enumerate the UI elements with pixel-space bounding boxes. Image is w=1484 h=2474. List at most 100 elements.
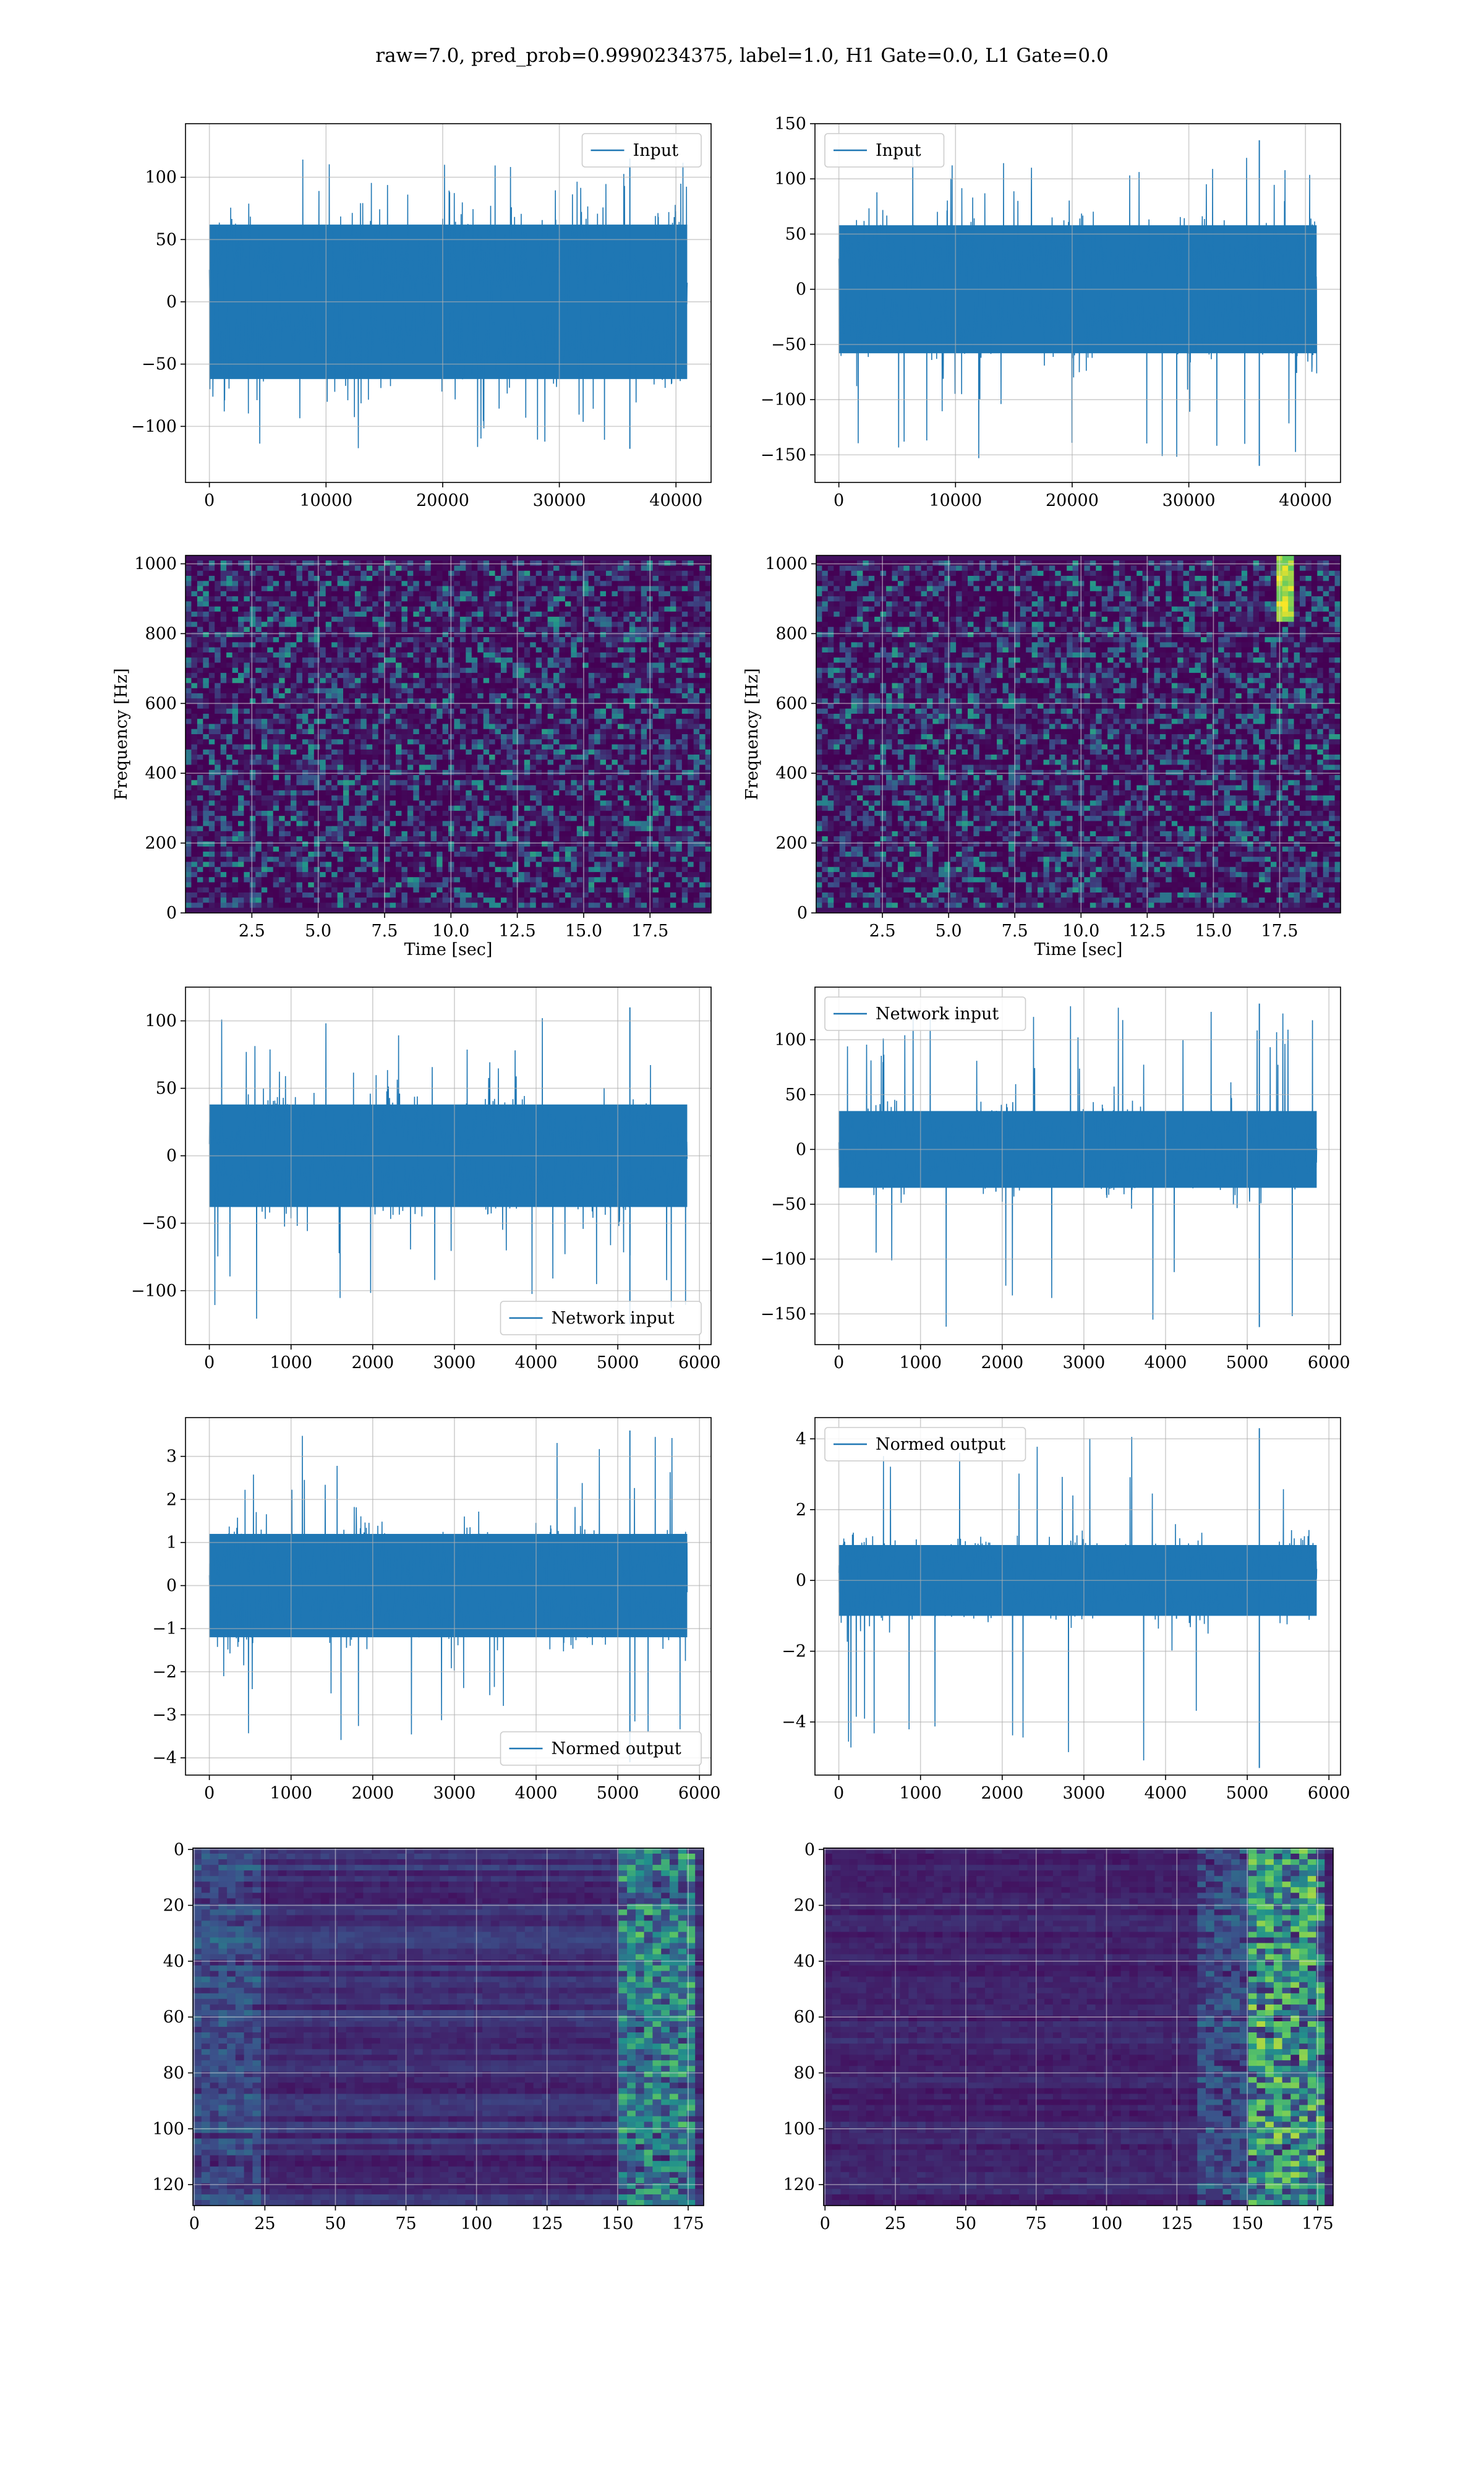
spectrogram-cell bbox=[512, 611, 519, 617]
spectrogram-cell bbox=[313, 902, 320, 909]
spectrogram-cell bbox=[524, 576, 531, 581]
spectrogram-cell bbox=[255, 780, 262, 786]
spectrogram-cell bbox=[535, 907, 542, 914]
spectrogram-cell bbox=[512, 672, 519, 678]
spectrogram-cell bbox=[396, 719, 402, 725]
spectrogram-cell bbox=[530, 846, 537, 852]
spectrogram-cell bbox=[407, 627, 414, 633]
spectrogram-cell bbox=[384, 724, 391, 730]
spectrogram-cell bbox=[588, 907, 595, 914]
spectrogram-cell bbox=[384, 617, 391, 622]
spectrogram-cell bbox=[582, 897, 589, 904]
spectrogram-cell bbox=[553, 591, 560, 597]
spectrogram-cell bbox=[331, 841, 338, 847]
spectrogram-cell bbox=[477, 672, 484, 678]
spectrogram-cell bbox=[419, 810, 425, 816]
spectrogram-cell bbox=[425, 871, 432, 878]
spectrogram-cell bbox=[571, 693, 578, 699]
spectrogram-cell bbox=[291, 678, 297, 684]
spectrogram-cell bbox=[354, 622, 361, 628]
spectrogram-cell bbox=[553, 672, 560, 678]
spectrogram-cell bbox=[360, 857, 367, 863]
spectrogram-cell bbox=[390, 902, 396, 909]
spectrogram-cell bbox=[471, 631, 478, 638]
spectrogram-cell bbox=[378, 627, 385, 633]
spectrogram-cell bbox=[360, 800, 367, 807]
spectrogram-cell bbox=[477, 836, 484, 842]
spectrogram-cell bbox=[186, 627, 192, 633]
spectrogram-cell bbox=[232, 821, 239, 827]
spectrogram-cell bbox=[530, 719, 537, 725]
spectrogram-cell bbox=[401, 719, 408, 725]
spectrogram-cell bbox=[512, 667, 519, 674]
spectrogram-cell bbox=[215, 821, 221, 827]
spectrogram-cell bbox=[244, 892, 250, 898]
spectrogram-cell bbox=[518, 826, 525, 832]
spectrogram-cell bbox=[313, 698, 320, 704]
spectrogram-cell bbox=[535, 775, 542, 781]
spectrogram-cell bbox=[308, 800, 315, 807]
spectrogram-cell bbox=[413, 708, 420, 714]
spectrogram-cell bbox=[512, 591, 519, 597]
spectrogram-cell bbox=[226, 775, 233, 781]
legend-box bbox=[581, 133, 702, 168]
spectrogram-cell bbox=[273, 617, 279, 622]
spectrogram-cell bbox=[349, 841, 356, 847]
spectrogram-cell bbox=[407, 734, 414, 740]
spectrogram-cell bbox=[238, 596, 244, 602]
spectrogram-cell bbox=[349, 887, 356, 893]
spectrogram-cell bbox=[576, 871, 583, 878]
spectrogram-cell bbox=[226, 719, 233, 725]
spectrogram-cell bbox=[378, 816, 385, 821]
spectrogram-cell bbox=[459, 627, 466, 633]
spectrogram-cell bbox=[442, 678, 449, 684]
spectrogram-cell bbox=[483, 892, 490, 898]
spectrogram-cell bbox=[325, 805, 332, 811]
spectrogram-cell bbox=[220, 724, 227, 730]
spectrogram-cell bbox=[291, 744, 297, 750]
spectrogram-cell bbox=[471, 672, 478, 678]
spectrogram-cell bbox=[232, 729, 239, 735]
spectrogram-cell bbox=[501, 667, 507, 674]
spectrogram-cell bbox=[571, 683, 578, 689]
spectrogram-cell bbox=[542, 627, 548, 633]
spectrogram-cell bbox=[588, 672, 595, 678]
spectrogram-cell bbox=[542, 601, 548, 607]
spectrogram-cell bbox=[284, 647, 291, 653]
spectrogram-cell bbox=[477, 581, 484, 587]
spectrogram-cell bbox=[419, 576, 425, 581]
spectrogram-cell bbox=[512, 642, 519, 648]
spectrogram-cell bbox=[186, 780, 192, 786]
spectrogram-cell bbox=[495, 841, 501, 847]
spectrogram-cell bbox=[535, 902, 542, 909]
spectrogram-cell bbox=[512, 683, 519, 689]
spectrogram-cell bbox=[542, 642, 548, 648]
spectrogram-cell bbox=[372, 719, 379, 725]
spectrogram-cell bbox=[530, 755, 537, 760]
spectrogram-cell bbox=[384, 877, 391, 883]
spectrogram-cell bbox=[191, 897, 198, 904]
spectrogram-cell bbox=[244, 821, 250, 827]
spectrogram-cell bbox=[390, 581, 396, 587]
spectrogram-cell bbox=[390, 657, 396, 663]
spectrogram-cell bbox=[530, 785, 537, 791]
spectrogram-cell bbox=[419, 678, 425, 684]
spectrogram-cell bbox=[378, 831, 385, 837]
spectrogram-cell bbox=[384, 764, 391, 771]
spectrogram-cell bbox=[576, 662, 583, 669]
spectrogram-cell bbox=[249, 627, 256, 633]
spectrogram-cell bbox=[197, 821, 203, 827]
spectrogram-cell bbox=[226, 647, 233, 653]
spectrogram-cell bbox=[396, 693, 402, 699]
y-tick-label: 50 bbox=[785, 225, 806, 244]
spectrogram-cell bbox=[582, 907, 589, 914]
spectrogram-cell bbox=[530, 862, 537, 868]
spectrogram-cell bbox=[466, 672, 472, 678]
spectrogram-cell bbox=[413, 652, 420, 658]
spectrogram-cell bbox=[255, 693, 262, 699]
spectrogram-cell bbox=[249, 662, 256, 669]
spectrogram-cell bbox=[208, 857, 215, 863]
spectrogram-cell bbox=[354, 739, 361, 745]
spectrogram-cell bbox=[442, 857, 449, 863]
